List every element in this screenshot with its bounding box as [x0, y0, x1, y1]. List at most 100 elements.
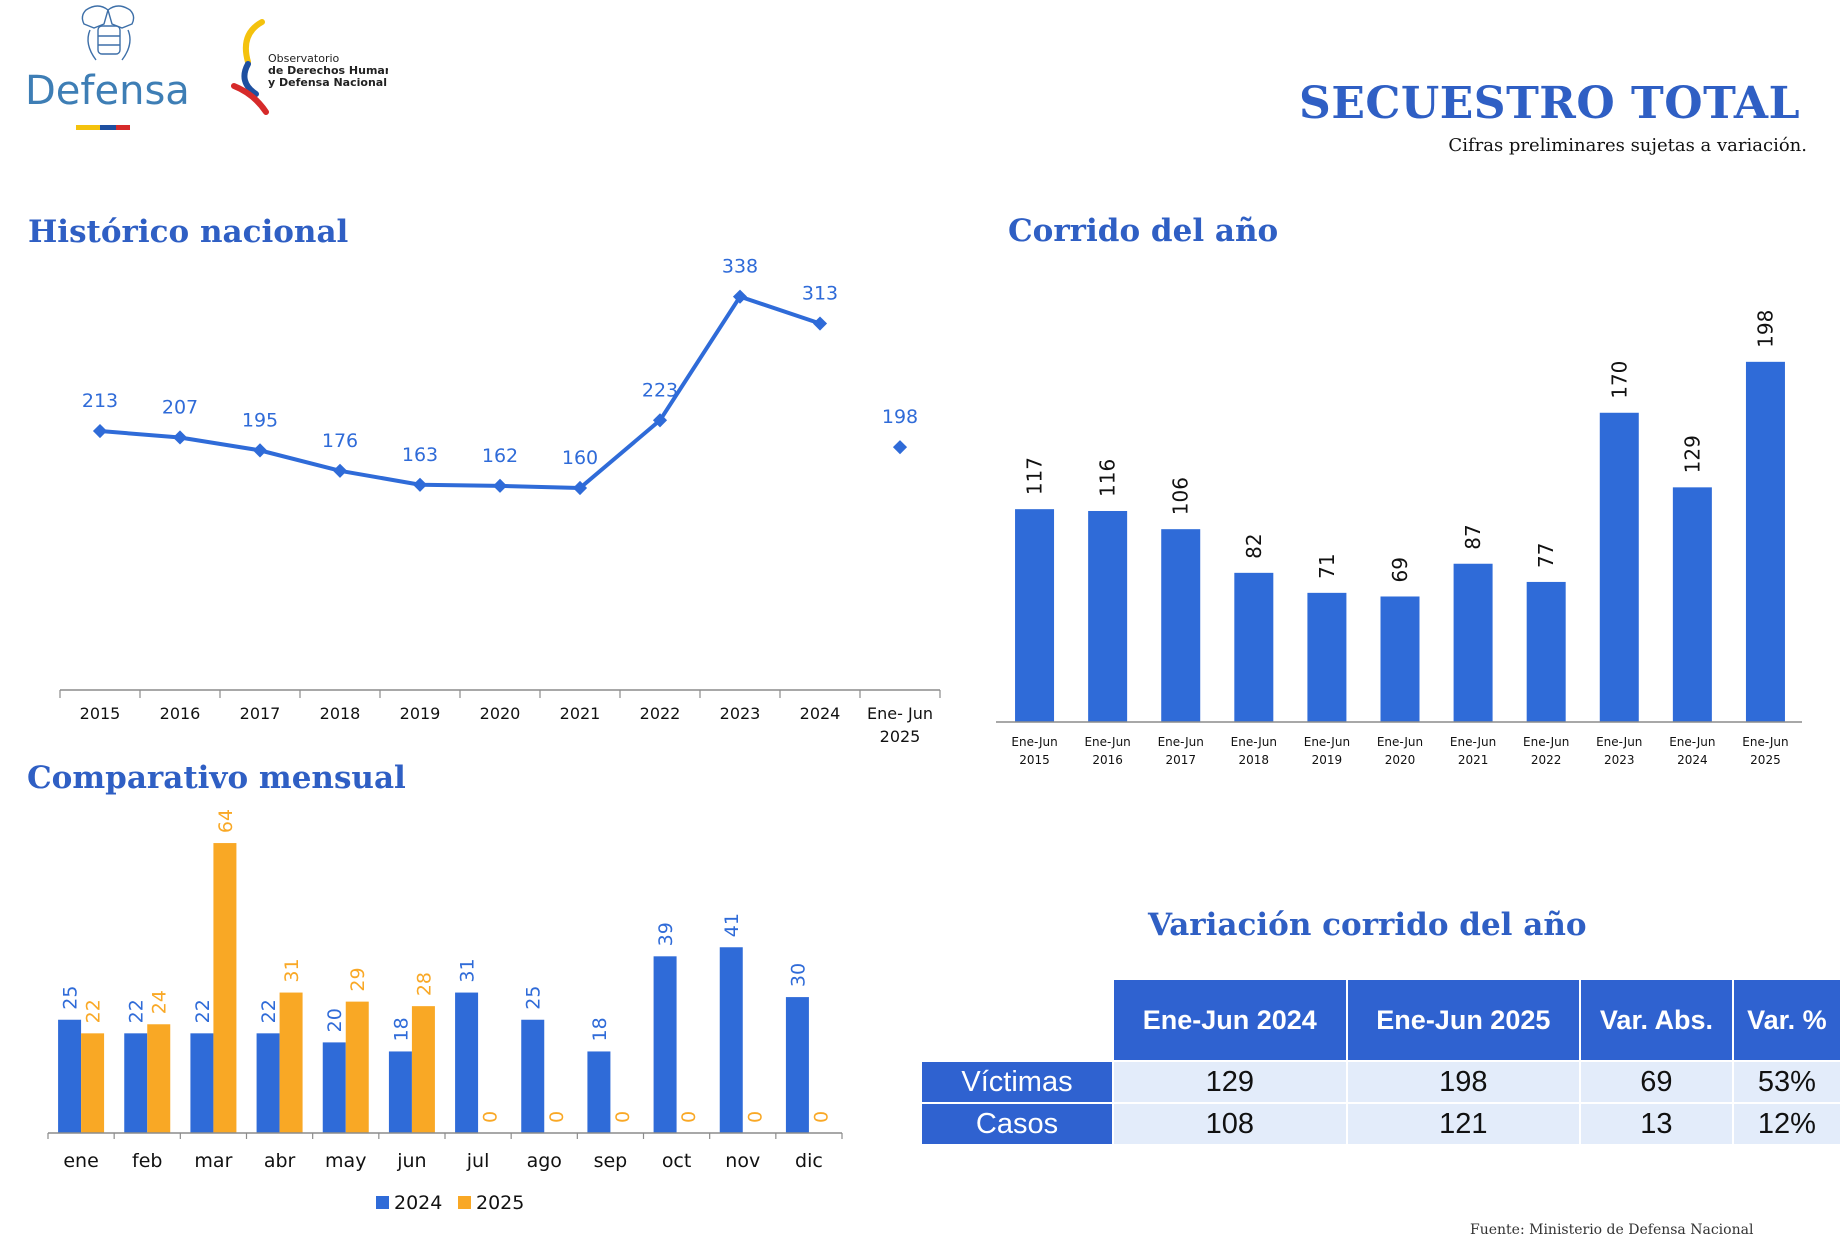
- mensual-bar-2025: [81, 1033, 105, 1133]
- table-cell: 121: [1345, 1102, 1582, 1146]
- historico-x-tick-label: 2025: [880, 727, 921, 746]
- corrido-x-tick-label: Ene-Jun: [1084, 735, 1130, 749]
- corrido-x-tick-label: Ene-Jun: [1669, 735, 1715, 749]
- mensual-bar-2024: [587, 1051, 611, 1133]
- corrido-bar: [1672, 487, 1712, 722]
- mensual-x-tick-label: mar: [194, 1150, 232, 1172]
- mensual-x-tick-label: sep: [594, 1150, 628, 1172]
- mensual-x-tick-label: abr: [264, 1150, 296, 1172]
- mensual-bar-2024: [455, 992, 479, 1133]
- defensa-logo-text: Defensa: [25, 68, 190, 114]
- observatorio-logo: Observatorio de Derechos Humanos y Defen…: [231, 19, 388, 115]
- corrido-x-tick-label: Ene-Jun: [1011, 735, 1057, 749]
- corrido-x-tick-label: Ene-Jun: [1231, 735, 1277, 749]
- corrido-bar: [1088, 510, 1128, 722]
- table-row: Casos 108 121 13 12%: [920, 1102, 1843, 1146]
- table-cell: 198: [1345, 1060, 1582, 1104]
- row-label-victimas: Víctimas: [920, 1060, 1114, 1104]
- table-cell: 13: [1579, 1102, 1734, 1146]
- historico-x-tick-label: 2024: [800, 704, 841, 723]
- corrido-data-label: 106: [1169, 477, 1193, 515]
- mensual-bar-2025: [147, 1024, 171, 1133]
- mensual-data-label: 20: [324, 1008, 346, 1032]
- corrido-data-label: 71: [1315, 553, 1339, 578]
- corrido-data-label: 69: [1388, 557, 1412, 582]
- historico-x-tick-label: Ene- Jun: [867, 704, 933, 723]
- corrido-x-tick-label: 2018: [1239, 753, 1270, 767]
- corrido-bar: [1599, 412, 1639, 722]
- historico-point: [332, 463, 348, 478]
- historico-x-tick-label: 2021: [560, 704, 601, 723]
- corrido-data-label: 129: [1680, 435, 1704, 473]
- mensual-data-label: 31: [281, 958, 303, 982]
- mensual-bar-2025: [213, 843, 237, 1133]
- corrido-x-tick-label: Ene-Jun: [1450, 735, 1496, 749]
- mensual-bar-2024: [256, 1033, 280, 1133]
- corrido-data-label: 87: [1461, 524, 1485, 549]
- mensual-data-label: 18: [390, 1017, 412, 1041]
- mensual-x-tick-label: ene: [63, 1150, 98, 1172]
- historico-data-label: 195: [242, 409, 278, 431]
- mensual-data-label: 18: [589, 1017, 611, 1041]
- historico-x-tick-label: 2020: [480, 704, 521, 723]
- historico-title: Histórico nacional: [28, 214, 349, 250]
- flag-blue: [100, 125, 116, 130]
- historico-x-tick-label: 2017: [240, 704, 281, 723]
- mensual-data-label: 0: [744, 1111, 766, 1123]
- historico-series-line: [99, 294, 821, 490]
- legend-swatch-2024: [376, 1196, 389, 1209]
- mensual-data-label: 0: [810, 1111, 832, 1123]
- source-footer: Fuente: Ministerio de Defensa Nacional: [1470, 1222, 1754, 1238]
- observatorio-line-2: de Derechos Humanos: [268, 64, 388, 77]
- variacion-table: Ene-Jun 2024 Ene-Jun 2025 Var. Abs. Var.…: [920, 978, 1843, 1146]
- historico-x-tick-label: 2019: [400, 704, 441, 723]
- corrido-x-tick-label: 2017: [1165, 753, 1196, 767]
- mensual-data-label: 24: [149, 990, 171, 1014]
- defensa-logo: Defensa: [25, 5, 190, 130]
- observatorio-line-3: y Defensa Nacional: [268, 76, 387, 89]
- historico-data-label: 338: [722, 256, 758, 278]
- mensual-x-tick-label: ago: [527, 1150, 562, 1172]
- corrido-data-label: 198: [1753, 310, 1777, 348]
- historico-point: [892, 440, 908, 455]
- mensual-bar-2025: [345, 1001, 369, 1133]
- mensual-data-label: 31: [457, 958, 479, 982]
- corrido-bar: [1161, 529, 1201, 722]
- mensual-data-label: 0: [612, 1111, 634, 1123]
- mensual-data-label: 64: [215, 809, 237, 833]
- mensual-data-label: 0: [480, 1111, 502, 1123]
- mensual-data-label: 41: [721, 913, 743, 937]
- mensual-title: Comparativo mensual: [27, 760, 406, 796]
- corrido-x-tick-label: 2021: [1458, 753, 1489, 767]
- historico-data-label: 213: [82, 390, 118, 412]
- mensual-data-label: 22: [258, 999, 280, 1023]
- corrido-x-tick-label: Ene-Jun: [1742, 735, 1788, 749]
- table-corner: [920, 978, 1114, 1062]
- flag-red: [116, 125, 130, 130]
- corrido-bar: [1453, 563, 1493, 722]
- historico-point: [812, 316, 828, 331]
- mensual-x-tick-label: nov: [725, 1150, 760, 1172]
- table-row: Víctimas 129 198 69 53%: [920, 1060, 1843, 1104]
- mensual-data-label: 22: [126, 999, 148, 1023]
- historico-x-tick-label: 2016: [160, 704, 201, 723]
- legend-label: 2025: [476, 1192, 524, 1214]
- coat-of-arms-icon: [81, 5, 135, 61]
- corrido-x-tick-label: Ene-Jun: [1523, 735, 1569, 749]
- mensual-bar-2024: [388, 1051, 412, 1133]
- mensual-x-tick-label: dic: [795, 1150, 823, 1172]
- corrido-bar: [1526, 581, 1566, 722]
- corrido-data-label: 170: [1607, 361, 1631, 399]
- corrido-x-tick-label: 2024: [1677, 753, 1708, 767]
- mensual-x-tick-label: feb: [132, 1150, 162, 1172]
- page-subtitle: Cifras preliminares sujetas a variación.: [1448, 135, 1807, 156]
- mensual-data-label: 25: [60, 986, 82, 1010]
- historico-x-tick-label: 2022: [640, 704, 681, 723]
- historico-point: [172, 430, 188, 445]
- corrido-bar: [1307, 592, 1347, 722]
- historico-point: [412, 477, 428, 492]
- mensual-bar-2024: [322, 1042, 346, 1133]
- mensual-x-tick-label: may: [325, 1150, 366, 1172]
- corrido-data-label: 77: [1534, 542, 1558, 567]
